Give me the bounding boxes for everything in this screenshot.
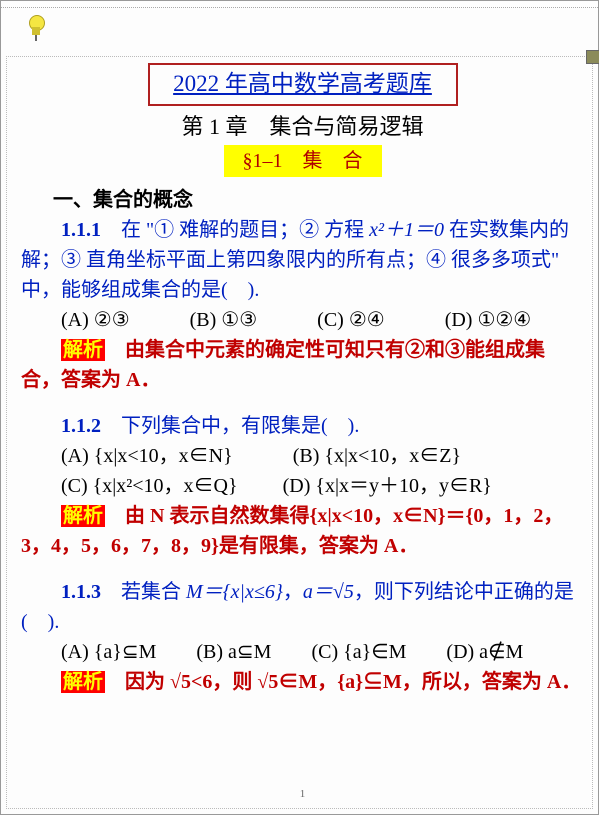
jiexi-label: 解析: [61, 505, 105, 527]
q111-options: (A) ②③ (B) ①③ (C) ②④ (D) ①②④: [61, 305, 584, 335]
q113-opt-a: (A) {a}⊆M: [61, 641, 156, 663]
q112-body: 1.1.2 下列集合中，有限集是( ).: [21, 411, 584, 441]
q111-opt-d: (D) ①②④: [445, 309, 532, 331]
q112-options-row2: (C) {x|x²<10，x∈Q} (D) {x|x＝y＋10，y∈R}: [61, 471, 584, 501]
q111-solution: 解析 由集合中元素的确定性可知只有②和③能组成集合，答案为 A．: [21, 335, 584, 395]
q113-f2: a＝√5: [303, 581, 354, 603]
q111-opt-b: (B) ①③: [190, 309, 258, 331]
subheading-1: 一、集合的概念: [53, 185, 584, 215]
q111-number: 1.1.1: [61, 219, 101, 241]
q113-number: 1.1.3: [61, 581, 101, 603]
q111-text-a: 在 "① 难解的题目；② 方程: [101, 219, 369, 241]
q112-solution: 解析 由 N 表示自然数集得{x|x<10，x∈N}＝{0，1，2，3，4，5，…: [21, 501, 584, 561]
document-title: 2022 年高中数学高考题库: [173, 71, 432, 96]
page-number: 1: [21, 786, 584, 803]
q112-opt-d: (D) {x|x＝y＋10，y∈R}: [283, 475, 492, 497]
q112-opt-c: (C) {x|x²<10，x∈Q}: [61, 475, 238, 497]
q113-answer: 因为 √5<6，则 √5∈M，{a}⊆M，所以，答案为 A．: [105, 671, 581, 693]
q113-options: (A) {a}⊆M (B) a⊆M (C) {a}∈M (D) a∉M: [61, 637, 584, 667]
page: 2022 年高中数学高考题库 第 1 章 集合与简易逻辑 §1–1 集 合 一、…: [0, 0, 599, 815]
jiexi-label: 解析: [61, 339, 105, 361]
q112-opt-b: (B) {x|x<10，x∈Z}: [293, 445, 461, 467]
pushpin-icon: [25, 15, 47, 41]
q113-f1: M＝{x|x≤6}: [186, 581, 283, 603]
section-label: §1–1 集 合: [224, 145, 382, 177]
q113-text-b: ，: [283, 581, 303, 603]
q113-solution: 解析 因为 √5<6，则 √5∈M，{a}⊆M，所以，答案为 A．: [21, 667, 584, 697]
q113-opt-c: (C) {a}∈M: [311, 641, 406, 663]
q112-number: 1.1.2: [61, 415, 101, 437]
q113-text-a: 若集合: [101, 581, 186, 603]
document-content: 2022 年高中数学高考题库 第 1 章 集合与简易逻辑 §1–1 集 合 一、…: [21, 57, 584, 806]
q111-opt-a: (A) ②③: [61, 309, 130, 331]
q112-opt-a: (A) {x|x<10，x∈N}: [61, 445, 233, 467]
q112-text: 下列集合中，有限集是( ).: [101, 415, 359, 437]
q111-formula: x²＋1＝0: [369, 219, 444, 241]
chapter-title: 第 1 章 集合与简易逻辑: [21, 110, 584, 143]
q113-body: 1.1.3 若集合 M＝{x|x≤6}，a＝√5，则下列结论中正确的是( ).: [21, 577, 584, 637]
q113-opt-d: (D) a∉M: [446, 641, 523, 663]
margin-handle-icon[interactable]: [586, 50, 599, 64]
q113-opt-b: (B) a⊆M: [196, 641, 271, 663]
q111-body: 1.1.1 在 "① 难解的题目；② 方程 x²＋1＝0 在实数集内的解；③ 直…: [21, 215, 584, 305]
ruler-top: [1, 1, 598, 8]
title-box: 2022 年高中数学高考题库: [148, 63, 458, 106]
q111-opt-c: (C) ②④: [317, 309, 385, 331]
jiexi-label: 解析: [61, 671, 105, 693]
q112-options-row1: (A) {x|x<10，x∈N} (B) {x|x<10，x∈Z}: [61, 441, 584, 471]
